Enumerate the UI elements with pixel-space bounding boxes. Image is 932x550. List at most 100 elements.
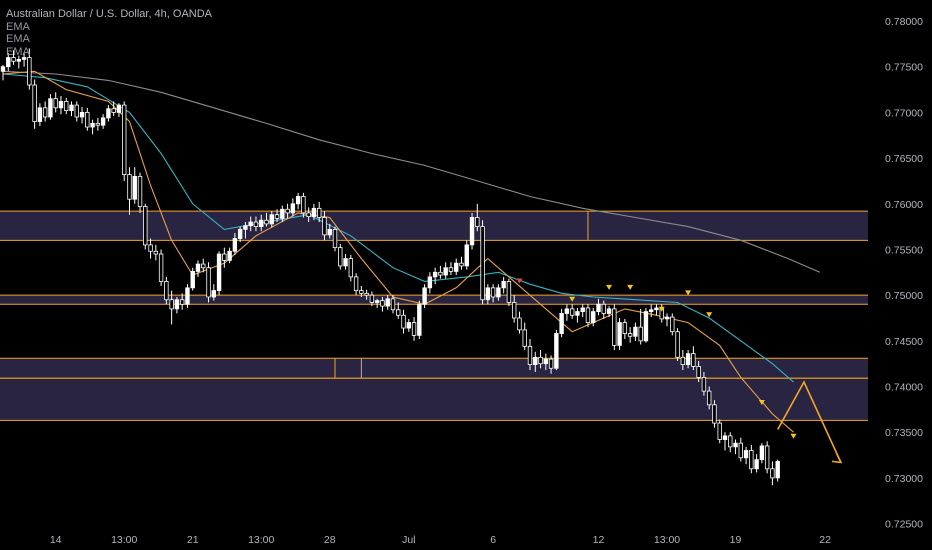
candle-body-up	[554, 333, 559, 369]
candle-137	[717, 419, 722, 444]
candle-body-down	[122, 104, 127, 175]
time-tick-6: Jul	[402, 534, 415, 546]
candle-109	[569, 304, 575, 319]
time-tick-4: 13:00	[248, 534, 274, 546]
candle-body-up	[654, 307, 659, 311]
candle-body-down	[137, 175, 143, 207]
candle-62	[322, 211, 327, 241]
candle-18	[90, 119, 95, 135]
candle-body-up	[432, 271, 438, 278]
indicator-label-ema-2[interactable]: EMA	[6, 33, 30, 45]
candle-body-down	[364, 292, 369, 296]
time-axis[interactable]: 14 13:00 21 13:00 28 Jul 6 12 13:00 19 22	[50, 534, 831, 546]
candle-body-down	[480, 226, 485, 301]
candle-body-up	[327, 228, 332, 236]
price-axis[interactable]: 0.78000 0.77500 0.77000 0.76500 0.76000 0.755…	[885, 16, 923, 531]
candle-body-up	[775, 461, 780, 479]
candle-20	[100, 114, 106, 129]
candle-131	[685, 349, 691, 369]
candle-107	[559, 308, 564, 338]
candle-42	[216, 251, 222, 296]
candle-body-up	[100, 117, 106, 126]
candle-body-down	[206, 267, 211, 298]
candle-17	[85, 107, 90, 131]
candle-body-down	[179, 299, 185, 305]
candle-body-up	[174, 299, 180, 310]
candle-127	[664, 313, 670, 327]
candle-body-down	[622, 322, 628, 334]
candle-92	[480, 220, 485, 305]
candle-8	[37, 103, 43, 127]
candle-body-down	[153, 250, 159, 255]
candle-52	[269, 211, 274, 228]
time-tick-8: 12	[593, 534, 605, 546]
candle-30	[153, 244, 159, 261]
candle-76	[396, 302, 401, 319]
candle-body-down	[396, 309, 401, 316]
candle-body-down	[148, 244, 153, 252]
sell-signal-3	[606, 284, 613, 290]
candle-5	[21, 52, 27, 67]
candle-body-down	[158, 253, 164, 282]
projection-path	[777, 380, 842, 463]
candle-50	[259, 214, 264, 232]
candle-19	[95, 117, 101, 131]
candle-139	[728, 432, 733, 453]
candle-body-up	[664, 316, 670, 320]
candle-body-down	[274, 214, 280, 219]
candle-61	[316, 201, 322, 223]
candle-body-down	[143, 206, 148, 246]
candle-body-down	[538, 356, 543, 365]
candle-6	[27, 48, 32, 90]
candle-body-up	[243, 225, 248, 230]
candle-body-down	[322, 217, 327, 236]
projection-arrowhead	[831, 454, 843, 464]
candle-body-down	[306, 212, 311, 217]
candle-123	[643, 307, 649, 343]
candle-140	[733, 439, 738, 455]
candle-74	[385, 295, 390, 310]
candle-121	[633, 322, 638, 341]
candle-body-down	[675, 331, 680, 358]
price-tick-9: 0.74000	[885, 382, 923, 394]
candle-100	[522, 322, 527, 350]
candle-body-up	[58, 101, 64, 109]
candle-body-up	[417, 303, 422, 336]
candle-body-down	[612, 308, 617, 346]
price-tick-2: 0.77500	[885, 62, 923, 74]
candle-28	[143, 203, 148, 250]
candle-body-down	[127, 174, 132, 200]
sell-signal-5	[658, 306, 665, 312]
candle-body-up	[406, 322, 411, 329]
candle-73	[380, 296, 385, 312]
candle-32	[164, 276, 169, 305]
candle-body-up	[754, 459, 759, 470]
candle-44	[227, 247, 232, 264]
candle-141	[738, 437, 743, 462]
indicator-label-ema-3[interactable]: EMA	[6, 45, 30, 58]
candle-body-down	[74, 104, 79, 118]
candle-33	[169, 290, 174, 325]
candle-body-down	[691, 353, 696, 367]
candle-80	[417, 300, 422, 340]
candle-body-down	[517, 317, 522, 331]
indicator-label-ema-1[interactable]: EMA	[6, 20, 30, 33]
candle-body-up	[485, 287, 491, 301]
candle-body-down	[475, 217, 480, 228]
candle-83	[432, 267, 438, 285]
candle-85	[443, 262, 448, 279]
candle-body-down	[670, 316, 675, 333]
candle-97	[506, 278, 512, 307]
candle-120	[627, 327, 633, 343]
price-tick-1: 0.78000	[885, 16, 923, 28]
candle-body-up	[311, 207, 317, 217]
candle-38	[195, 260, 201, 277]
candle-body-up	[195, 263, 201, 272]
candle-64	[332, 226, 338, 252]
zones-layer	[0, 210, 868, 421]
candle-43	[222, 247, 227, 268]
candle-71	[369, 291, 375, 307]
candle-49	[253, 216, 259, 232]
candle-body-up	[496, 287, 501, 298]
